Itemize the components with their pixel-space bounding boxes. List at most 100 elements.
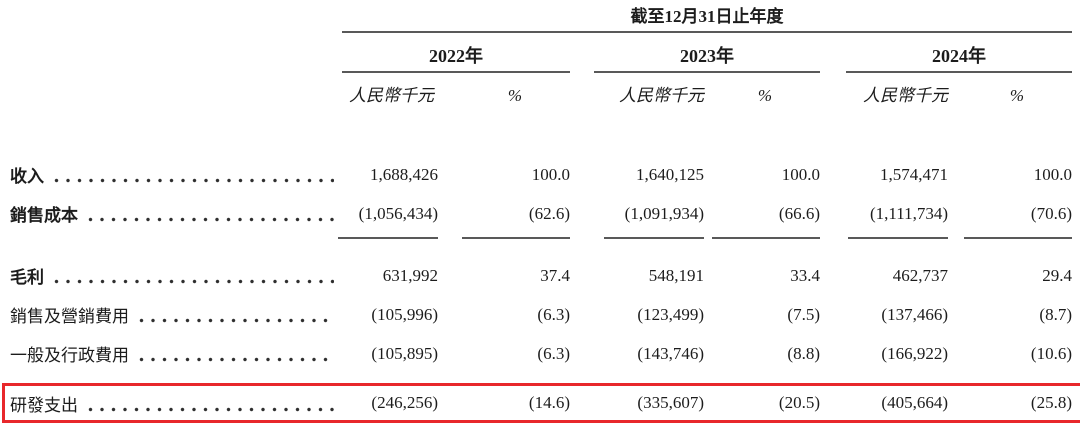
- value: (14.6): [528, 393, 570, 412]
- table-row: 一般及行政費用 (105,895) (6.3) (143,746) (8.8) (166,…: [10, 334, 1080, 373]
- year-header: 2024年: [846, 45, 1072, 73]
- percent-cell: (8.8): [704, 344, 820, 364]
- percent-cell: (10.6): [948, 344, 1072, 364]
- amount-cell: (105,895): [342, 344, 438, 364]
- percent-cell: (6.3): [430, 305, 570, 325]
- row-label: 銷售成本: [10, 206, 78, 225]
- amount-cell: (1,111,734): [846, 204, 948, 239]
- percent-header: %: [757, 86, 772, 105]
- percent-header: %: [507, 86, 522, 105]
- percent-cell: 33.4: [704, 266, 820, 286]
- value: (70.6): [964, 204, 1072, 239]
- amount-cell: (1,091,934): [594, 204, 704, 239]
- unit-header: 人民幣千元: [863, 86, 948, 105]
- amount-cell: (143,746): [594, 344, 704, 364]
- table-row: 收入 1,688,426 100.0 1,640,125 100.0 1,574,471 1…: [10, 155, 1080, 194]
- value: (20.5): [778, 393, 820, 412]
- amount-cell: 462,737: [846, 266, 948, 286]
- row-label: 收入: [10, 167, 44, 186]
- row-label: 毛利: [10, 268, 44, 287]
- value: 548,191: [648, 265, 704, 285]
- percent-cell: (8.7): [948, 305, 1072, 325]
- percent-cell: 29.4: [948, 266, 1072, 286]
- value: 1,640,125: [636, 164, 704, 184]
- amount-cell: 631,992: [342, 266, 438, 286]
- value: (105,895): [371, 343, 438, 363]
- value: (123,499): [637, 304, 704, 324]
- unit-row: 人民幣千元% 人民幣千元% 人民幣千元%: [10, 85, 1080, 107]
- amount-cell: (105,996): [342, 305, 438, 325]
- value: (1,091,934): [604, 204, 704, 239]
- amount-cell: 548,191: [594, 266, 704, 286]
- value: 100.0: [1033, 164, 1072, 184]
- percent-cell: (6.3): [430, 344, 570, 364]
- amount-cell: 1,574,471: [846, 165, 948, 185]
- value: 1,688,426: [370, 164, 438, 184]
- unit-row-label-spacer: [10, 85, 342, 107]
- row-label-cell: 一般及行政費用: [10, 334, 342, 373]
- year-header: 2023年: [594, 45, 820, 73]
- unit-header: 人民幣千元: [349, 86, 434, 105]
- value: (25.8): [1030, 393, 1072, 412]
- value: (166,922): [881, 343, 948, 363]
- amount-cell: (246,256): [342, 393, 438, 413]
- value: (7.5): [787, 304, 820, 324]
- value: 100.0: [781, 164, 820, 184]
- row-label-cell: 收入: [10, 155, 342, 194]
- value: (8.7): [1039, 304, 1072, 324]
- percent-cell: (70.6): [948, 204, 1072, 239]
- amount-cell: 1,688,426: [342, 165, 438, 185]
- value: 29.4: [1042, 265, 1072, 285]
- amount-cell: (123,499): [594, 305, 704, 325]
- value: 37.4: [540, 265, 570, 285]
- value: (105,996): [371, 304, 438, 324]
- period-header: 截至12月31日止年度: [342, 6, 1072, 33]
- value: (6.3): [537, 304, 570, 324]
- amount-cell: 1,640,125: [594, 165, 704, 185]
- table-body: 收入 1,688,426 100.0 1,640,125 100.0 1,574,471 1…: [2, 155, 1080, 423]
- value: 631,992: [382, 265, 438, 285]
- amount-cell: (405,664): [846, 393, 948, 413]
- leader-dots: [54, 178, 334, 183]
- leader-dots: [54, 279, 334, 284]
- table-row: 毛利 631,992 37.4 548,191 33.4 462,737 29.4: [10, 256, 1080, 295]
- row-label: 一般及行政費用: [10, 346, 129, 365]
- value: (405,664): [881, 393, 948, 412]
- table-row: 研發支出 (246,256) (14.6) (335,607) (20.5) (405,6…: [10, 383, 1080, 423]
- value: (62.6): [462, 204, 570, 239]
- percent-cell: (62.6): [430, 204, 570, 239]
- table-row: 銷售及營銷費用 (105,996) (6.3) (123,499) (7.5) (137,…: [10, 295, 1080, 334]
- row-label: 銷售及營銷費用: [10, 307, 129, 326]
- unit-header: 人民幣千元: [619, 86, 704, 105]
- leader-dots: [139, 357, 334, 362]
- amount-cell: (1,056,434): [338, 204, 438, 239]
- percent-cell: (7.5): [704, 305, 820, 325]
- year-header: 2022年: [342, 45, 570, 73]
- value: (66.6): [712, 204, 820, 239]
- row-label-cell: 毛利: [10, 256, 342, 295]
- value: (1,111,734): [848, 204, 948, 239]
- value: 462,737: [892, 265, 948, 285]
- value: 33.4: [790, 265, 820, 285]
- percent-cell: (66.6): [704, 204, 820, 239]
- value: (10.6): [1030, 343, 1072, 363]
- row-label-cell: 研發支出: [10, 383, 342, 423]
- percent-cell: 100.0: [704, 165, 820, 185]
- percent-cell: (25.8): [948, 393, 1072, 413]
- year-row: 2022年 2023年 2024年: [10, 45, 1080, 73]
- value: (137,466): [881, 304, 948, 324]
- amount-cell: (166,922): [846, 344, 948, 364]
- leader-dots: [139, 318, 334, 323]
- percent-cell: (20.5): [704, 393, 820, 413]
- leader-dots: [88, 217, 334, 222]
- value: 100.0: [531, 164, 570, 184]
- row-label-cell: 銷售成本: [10, 194, 342, 233]
- value: 1,574,471: [880, 164, 948, 184]
- value: (246,256): [371, 393, 438, 412]
- row-label: 研發支出: [10, 395, 78, 415]
- value: (8.8): [787, 343, 820, 363]
- value: (6.3): [537, 343, 570, 363]
- amount-cell: (137,466): [846, 305, 948, 325]
